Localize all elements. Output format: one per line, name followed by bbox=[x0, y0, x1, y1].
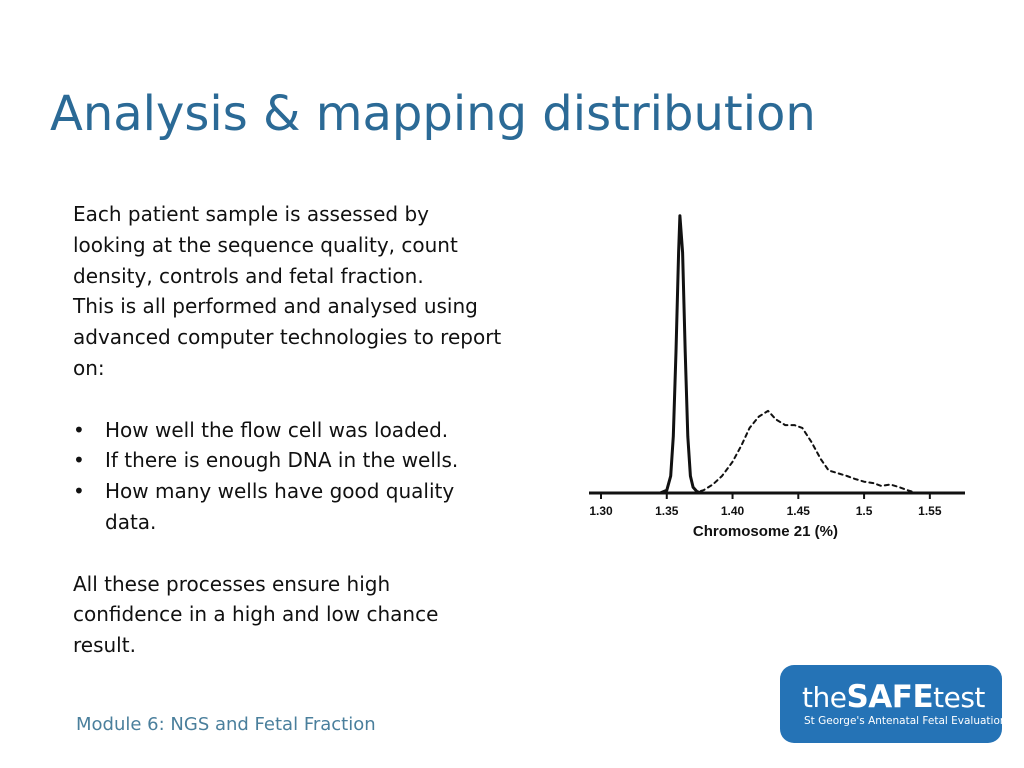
method-paragraph: This is all performed and analysed using… bbox=[73, 294, 502, 380]
bullet-text: How well the flow cell was loaded. bbox=[105, 417, 449, 442]
bullet-item: • How many wells have good quality data. bbox=[73, 476, 503, 538]
bullet-item: • If there is enough DNA in the wells. bbox=[73, 445, 503, 476]
x-tick-label: 1.30 bbox=[589, 504, 613, 518]
conclusion-paragraph: All these processes ensure high confiden… bbox=[73, 571, 439, 658]
dashed-distribution-line bbox=[692, 409, 918, 494]
x-tick-label: 1.35 bbox=[655, 504, 679, 518]
x-tick-label: 1.45 bbox=[787, 504, 811, 518]
logo-word-the: the bbox=[802, 681, 847, 714]
bullet-text: How many wells have good quality data. bbox=[105, 479, 455, 534]
logo-word-safe: SAFE bbox=[846, 679, 934, 715]
logo-tagline: St George's Antenatal Fetal Evaluation bbox=[804, 715, 1007, 727]
logo-wordmark: theSAFEtest bbox=[802, 679, 985, 715]
x-tick-label: 1.5 bbox=[856, 504, 873, 518]
safe-test-logo: theSAFEtest St George's Antenatal Fetal … bbox=[780, 665, 1007, 743]
bullet-text: If there is enough DNA in the wells. bbox=[105, 448, 459, 473]
intro-paragraph: Each patient sample is assessed by looki… bbox=[73, 202, 458, 288]
x-axis-label: Chromosome 21 (%) bbox=[693, 523, 838, 540]
logo-word-test: test bbox=[933, 681, 985, 714]
solid-distribution-line bbox=[599, 214, 945, 495]
spacer bbox=[73, 538, 503, 569]
chromosome-21-distribution-chart: 1.30 1.35 1.40 1.45 1.5 1.55 Chromosome 21 (%) bbox=[589, 214, 965, 540]
bullet-item: • How well the flow cell was loaded. bbox=[73, 415, 503, 446]
x-tick-label: 1.55 bbox=[918, 504, 942, 518]
spacer bbox=[73, 384, 503, 415]
slide-body: Each patient sample is assessed by looki… bbox=[73, 199, 503, 661]
bullet-marker: • bbox=[73, 417, 85, 442]
bullet-list: • How well the flow cell was loaded. • If … bbox=[73, 415, 503, 538]
bullet-marker: • bbox=[73, 479, 85, 504]
slide-title: Analysis & mapping distribution bbox=[50, 86, 816, 142]
footer-module-label: Module 6: NGS and Fetal Fraction bbox=[76, 714, 376, 735]
x-tick-label: 1.40 bbox=[721, 504, 745, 518]
bullet-marker: • bbox=[73, 448, 85, 473]
